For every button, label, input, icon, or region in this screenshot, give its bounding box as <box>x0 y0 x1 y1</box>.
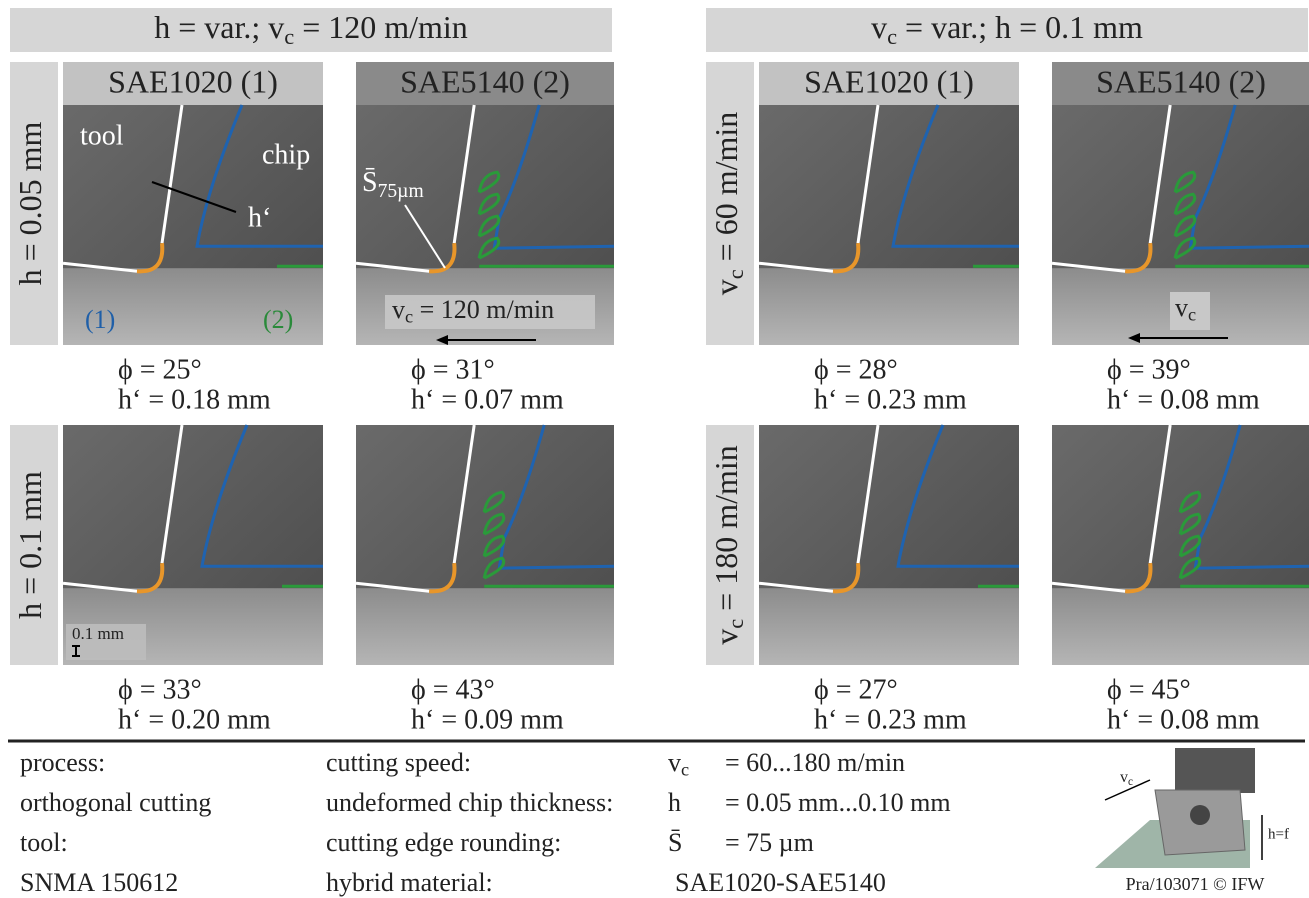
parameter-label: hybrid material: <box>326 868 493 897</box>
thickness-result: h‘ = 0.23 mm <box>814 704 967 735</box>
workpiece <box>759 268 1019 345</box>
thickness-result: h‘ = 0.07 mm <box>411 384 564 415</box>
label-speed-part: v <box>1175 293 1188 322</box>
row-label-part: v <box>708 629 744 645</box>
workpiece <box>1052 588 1309 665</box>
label-material-1: (1) <box>85 305 115 334</box>
label-edge-rounding-part: 75µm <box>378 181 424 202</box>
angle-result: ϕ = 33° <box>118 674 202 705</box>
row-label-part: h = 0.05 mm <box>12 121 48 285</box>
group-header: vc = var.; h = 0.1 mm <box>871 9 1143 49</box>
angle-result: ϕ = 39° <box>1107 354 1191 385</box>
label-speed-part: v <box>392 295 405 324</box>
parameter-value: SAE1020-SAE5140 <box>675 868 886 897</box>
thickness-result: h‘ = 0.09 mm <box>411 704 564 735</box>
row-label-part: = 60 m/min <box>708 112 744 270</box>
parameter-label: undeformed chip thickness: <box>326 788 613 817</box>
parameter-symbol: S̄ <box>668 828 682 857</box>
credit: Pra/103071 © IFW <box>1126 874 1265 894</box>
row-label: vc = 60 m/min <box>708 112 748 296</box>
angle-result: ϕ = 27° <box>814 674 898 705</box>
figure: h = var.; vc = 120 m/minSAE1020 (1)SAE51… <box>0 0 1309 898</box>
angle-result: ϕ = 28° <box>814 354 898 385</box>
workpiece <box>759 588 1019 665</box>
parameter-symbol-part: c <box>681 760 689 780</box>
group-header-part: c <box>887 24 897 49</box>
parameter-symbol-part: h <box>668 788 681 817</box>
row-label-part: h = 0.1 mm <box>12 471 48 619</box>
column-header: SAE5140 (2) <box>1096 63 1266 99</box>
label-h-prime: h‘ <box>248 202 271 233</box>
angle-result: ϕ = 45° <box>1107 674 1191 705</box>
thickness-result: h‘ = 0.08 mm <box>1107 704 1260 735</box>
angle-result: ϕ = 31° <box>411 354 495 385</box>
angle-result: ϕ = 43° <box>411 674 495 705</box>
label-chip: chip <box>262 139 310 170</box>
thickness-result: h‘ = 0.08 mm <box>1107 384 1260 415</box>
label-speed-part: = 120 m/min <box>413 295 554 324</box>
thickness-result: h‘ = 0.20 mm <box>118 704 271 735</box>
schematic-thickness: h=f <box>1268 826 1289 842</box>
holder-sketch <box>1175 748 1255 793</box>
row-label-part: v <box>708 279 744 295</box>
parameter-symbol: h <box>668 788 681 817</box>
workpiece <box>356 588 614 665</box>
parameter-symbol: vc <box>668 748 689 780</box>
parameter-text: orthogonal cutting <box>20 788 211 817</box>
parameter-text: SNMA 150612 <box>20 868 178 897</box>
schematic-speed-part: c <box>1128 776 1133 788</box>
insert-hole <box>1190 805 1210 825</box>
parameter-symbol-part: v <box>668 748 681 777</box>
parameter-value: = 75 µm <box>725 828 814 857</box>
group-header: h = var.; vc = 120 m/min <box>154 9 468 49</box>
group-header-part: h = var.; v <box>154 9 284 45</box>
angle-result: ϕ = 25° <box>118 354 202 385</box>
scale-label: 0.1 mm <box>72 624 124 643</box>
label-edge-rounding-part: S̄ <box>362 167 378 198</box>
group-header-part: v <box>871 9 887 45</box>
parameter-label: cutting edge rounding: <box>326 828 561 857</box>
column-header: SAE5140 (2) <box>400 63 570 99</box>
parameter-text: tool: <box>20 828 68 857</box>
label-tool: tool <box>80 120 124 151</box>
thickness-result: h‘ = 0.18 mm <box>118 384 271 415</box>
row-label-part: c <box>723 269 748 279</box>
schematic-speed: vc <box>1120 769 1133 788</box>
row-label: h = 0.05 mm <box>12 121 48 285</box>
row-label: h = 0.1 mm <box>12 471 48 619</box>
label-speed-part: c <box>405 307 413 327</box>
thickness-result: h‘ = 0.23 mm <box>814 384 967 415</box>
parameter-symbol-part: S̄ <box>668 828 682 857</box>
label-material-2: (2) <box>263 305 293 334</box>
parameter-value: = 60...180 m/min <box>725 748 905 777</box>
group-header-part: = 120 m/min <box>294 9 468 45</box>
row-label-part: c <box>723 619 748 629</box>
parameter-value: = 0.05 mm...0.10 mm <box>725 788 951 817</box>
parameter-text: process: <box>20 748 105 777</box>
column-header: SAE1020 (1) <box>108 63 278 99</box>
parameter-label: cutting speed: <box>326 748 471 777</box>
row-label-part: = 180 m/min <box>708 445 744 619</box>
column-header: SAE1020 (1) <box>804 63 974 99</box>
group-header-part: c <box>284 24 294 49</box>
row-label: vc = 180 m/min <box>708 445 748 645</box>
label-speed-part: c <box>1188 305 1196 325</box>
schematic-speed-part: v <box>1120 769 1128 786</box>
group-header-part: = var.; h = 0.1 mm <box>897 9 1143 45</box>
label-speed: vc = 120 m/min <box>392 295 554 327</box>
